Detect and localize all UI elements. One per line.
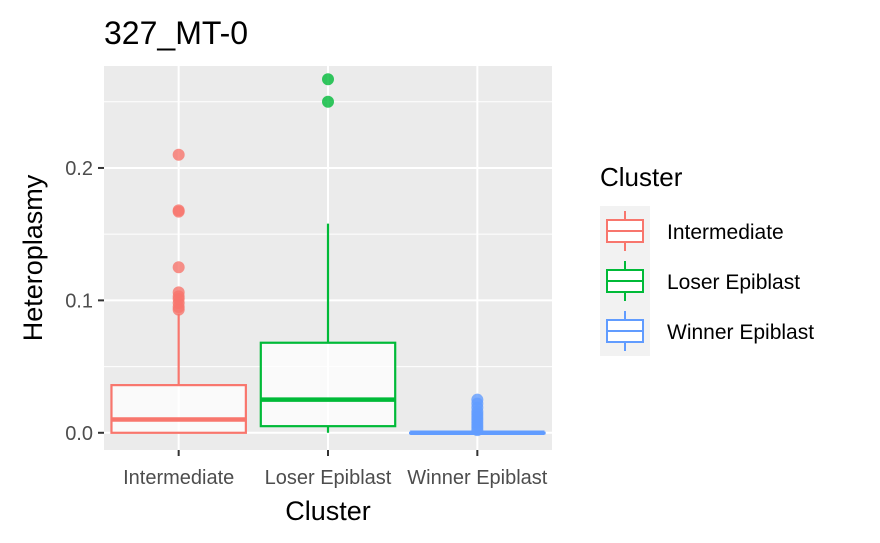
x-tick-label: Winner Epiblast [407, 467, 548, 489]
legend-label: Winner Epiblast [667, 321, 814, 344]
box-body [110, 384, 247, 434]
outlier-point [172, 261, 185, 274]
outlier-point [471, 393, 484, 406]
box-winner-epiblast [409, 393, 546, 437]
outlier-point [172, 148, 185, 161]
legend-item-intermediate: Intermediate [606, 211, 784, 251]
y-tick-label: 0.2 [65, 158, 93, 180]
box-intermediate [110, 148, 247, 434]
legend-label: Intermediate [667, 221, 784, 244]
chart-title: 327_MT-0 [104, 15, 248, 51]
legend-item-winner-epiblast: Winner Epiblast [606, 311, 814, 351]
legend-item-loser-epiblast: Loser Epiblast [606, 261, 800, 301]
legend: Cluster Intermediate Loser Epiblast Winner… [600, 162, 814, 356]
outlier-point [172, 286, 185, 299]
y-axis-title: Heteroplasmy [18, 174, 48, 341]
x-axis-title: Cluster [285, 496, 371, 526]
x-tick-label: Intermediate [123, 467, 234, 489]
box-body [259, 341, 397, 428]
box-series [110, 73, 546, 437]
y-tick-label: 0.0 [65, 423, 93, 445]
legend-label: Loser Epiblast [667, 271, 800, 294]
axes: 0.0 0.1 0.2 Intermediate Loser Epiblast Winne… [65, 158, 548, 489]
outlier-point [322, 73, 334, 86]
y-tick-label: 0.1 [65, 290, 93, 312]
x-tick-label: Loser Epiblast [265, 467, 392, 489]
outlier-point [172, 204, 185, 217]
legend-title: Cluster [600, 162, 683, 192]
box-loser-epiblast [259, 73, 397, 433]
outlier-point [322, 95, 334, 108]
